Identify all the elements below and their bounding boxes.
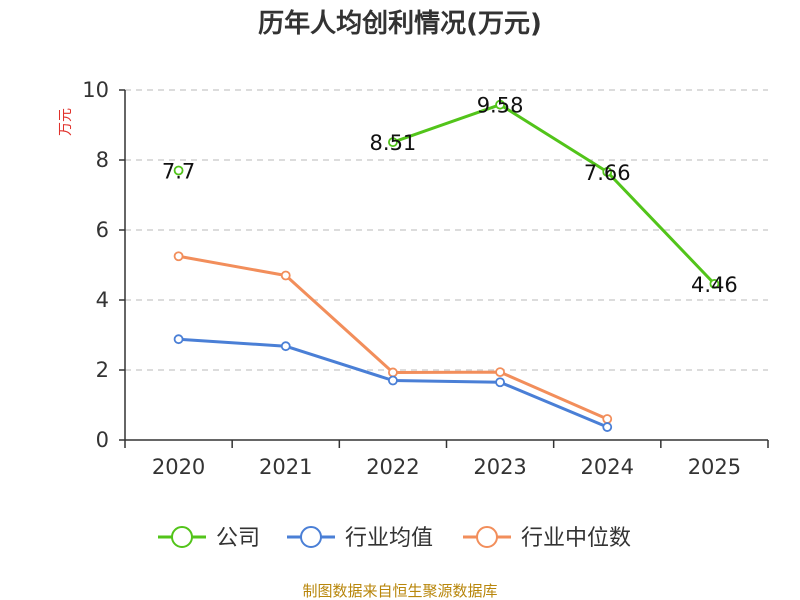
axes: 0 2 4 6 8 10 2020 2021 2022 2023 2024 2025: [82, 78, 769, 479]
data-point[interactable]: [388, 137, 398, 148]
grid-lines: [125, 89, 768, 371]
data-label: 7.7: [162, 160, 195, 184]
x-tick-label: 2024: [581, 455, 634, 479]
data-label: 8.51: [370, 131, 417, 155]
series-line: [178, 254, 608, 421]
y-tick-label: 0: [96, 428, 109, 452]
x-tick-label: 2023: [473, 455, 526, 479]
data-point[interactable]: [173, 334, 184, 345]
data-label: 9.58: [477, 94, 524, 118]
data-labels: 7.7 8.51 9.58 7.66 4.46: [162, 94, 738, 297]
x-tick-label: 2022: [366, 455, 419, 479]
series-2: [173, 251, 613, 424]
data-point[interactable]: [495, 367, 505, 378]
legend-label: 行业均值: [345, 526, 433, 551]
y-tick-label: 4: [96, 288, 109, 312]
data-point[interactable]: [602, 414, 613, 424]
legend-marker: [476, 526, 498, 548]
y-tick-label: 6: [96, 218, 109, 242]
series-0: [173, 99, 720, 289]
legend-label: 公司: [216, 526, 260, 551]
data-point[interactable]: [173, 165, 184, 176]
legend[interactable]: 公司 行业均值 行业中位数: [158, 526, 631, 551]
x-tick-label: 2021: [259, 455, 312, 479]
source-note: 制图数据来自恒生聚源数据库: [302, 582, 497, 600]
data-point[interactable]: [495, 99, 505, 110]
series-lines: [173, 99, 720, 432]
y-axis-unit-label: 万元: [58, 108, 74, 136]
data-point[interactable]: [602, 422, 613, 432]
data-point[interactable]: [709, 278, 720, 289]
legend-label: 行业中位数: [521, 526, 631, 551]
data-label: 4.46: [691, 273, 738, 297]
series-line: [392, 103, 716, 285]
data-point[interactable]: [602, 166, 613, 177]
legend-item-2[interactable]: 行业中位数: [463, 526, 631, 551]
data-point[interactable]: [173, 251, 184, 262]
y-tick-label: 8: [96, 148, 109, 172]
data-point[interactable]: [388, 375, 398, 386]
data-label: 7.66: [584, 161, 631, 185]
legend-marker: [300, 526, 322, 548]
y-tick-label: 10: [82, 78, 109, 102]
legend-item-1[interactable]: 行业均值: [287, 526, 433, 551]
series-1: [173, 334, 613, 432]
data-point[interactable]: [280, 270, 291, 281]
legend-marker: [171, 526, 193, 548]
data-point[interactable]: [495, 377, 505, 388]
x-tick-label: 2025: [688, 455, 741, 479]
data-point[interactable]: [280, 341, 291, 352]
legend-item-0[interactable]: 公司: [158, 526, 260, 551]
x-tick-label: 2020: [152, 455, 205, 479]
y-tick-label: 2: [96, 358, 109, 382]
chart-title: 历年人均创利情况(万元): [258, 8, 542, 39]
data-point[interactable]: [388, 367, 398, 378]
